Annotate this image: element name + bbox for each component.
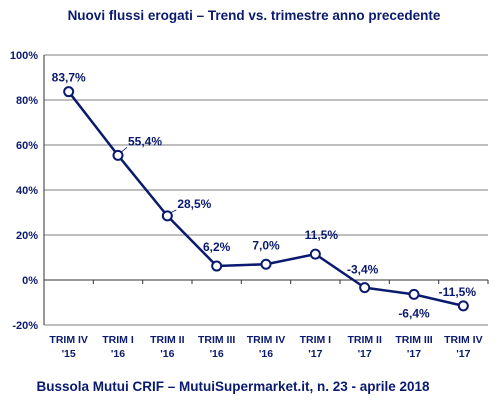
x-tick-label: '16 [111,348,125,360]
data-label: 11,5% [305,228,339,242]
data-label-leader [170,209,177,214]
x-tick-label: TRIM II [150,334,184,346]
y-tick-label: -20% [12,320,38,332]
y-tick-label: 100% [10,50,38,62]
data-point [457,300,469,312]
data-label-leader [120,147,128,153]
y-tick-label: 40% [16,185,38,197]
x-tick-label: '15 [62,348,76,360]
data-label: 28,5% [177,197,211,211]
data-label: 6,2% [203,240,231,254]
data-point [260,258,272,270]
y-tick-label: 20% [16,230,38,242]
x-tick-label: TRIM IV [247,334,286,346]
data-point [359,282,371,294]
chart-footer: Bussola Mutui CRIF – MutuiSupermarket.it… [36,379,430,394]
x-tick-label: TRIM IV [49,334,88,346]
x-tick-label: '17 [456,348,470,360]
x-tick-label: TRIM III [198,334,235,346]
y-axis-ticks: -20% 0% 20% 40% 60% 80% 100% [10,50,38,332]
y-tick-label: 0% [22,275,38,287]
data-label: -3,4% [347,263,379,277]
x-tick-label: '17 [308,348,322,360]
data-label: -6,4% [398,306,430,320]
data-label: -11,5% [439,285,477,299]
x-tick-label: '17 [407,348,421,360]
data-point [112,149,124,161]
axes [43,55,489,325]
chart-title: Nuovi flussi erogati – Trend vs. trimest… [68,8,441,23]
x-tick-label: '16 [210,348,224,360]
y-tick-label: 60% [16,140,38,152]
series-layer [63,86,469,312]
x-tick-label: '17 [358,348,372,360]
data-point [408,288,420,300]
x-tick-label: TRIM I [300,334,332,346]
x-tick-label: TRIM IV [444,334,483,346]
x-tick-label: TRIM II [347,334,381,346]
x-axis-ticks: TRIM IV '15 TRIM I '16 TRIM II '16 TRIM III '16… [49,334,482,360]
data-point [63,86,75,98]
x-tick-label: '16 [259,348,273,360]
data-point [309,248,321,260]
x-tick-label: '16 [160,348,174,360]
grid [44,54,488,326]
x-tick-label: TRIM III [395,334,432,346]
data-labels: 83,7% 55,4% 28,5% 6,2% 7,0% 11,5% -3,4% -6,4% -1… [52,71,477,321]
data-point [161,210,173,222]
x-tick-label: TRIM I [102,334,134,346]
data-label: 7,0% [252,238,280,252]
data-label: 83,7% [52,71,86,85]
data-label: 55,4% [128,134,162,148]
data-point [211,260,223,272]
series-line [67,90,464,308]
y-tick-label: 80% [16,95,38,107]
